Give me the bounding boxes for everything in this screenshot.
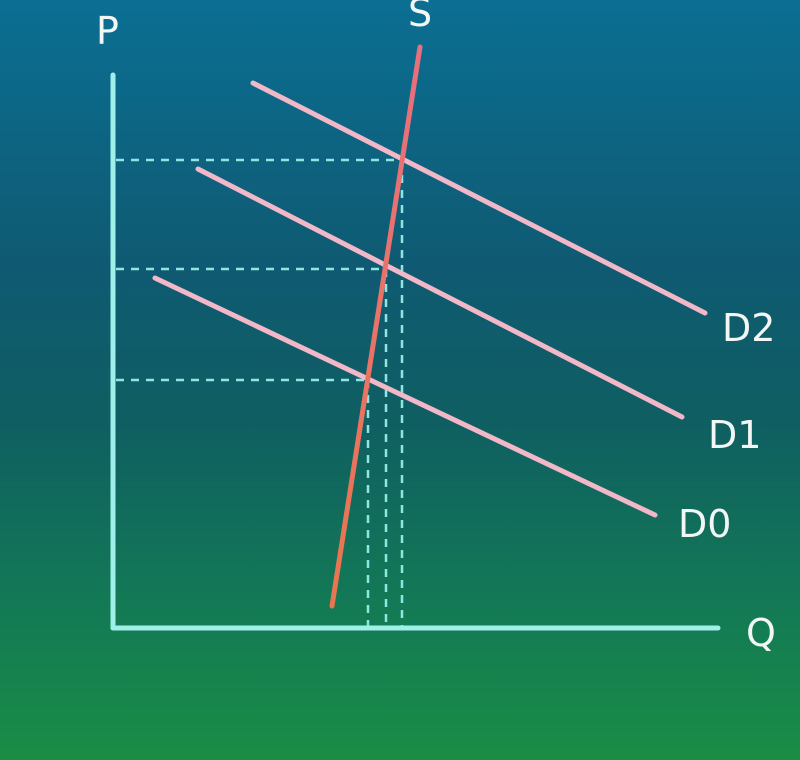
price-axis-label: P — [96, 9, 119, 53]
supply-label: S — [408, 0, 432, 35]
supply-curve — [329, 44, 423, 609]
demand-label-d1: D1 — [708, 413, 761, 457]
demand-curve-d2 — [250, 80, 708, 316]
demand-label-d2: D2 — [722, 306, 775, 350]
demand-label-d0: D0 — [678, 502, 731, 546]
equilibrium-guides — [116, 158, 404, 626]
demand-curve-d0 — [152, 275, 658, 518]
quantity-axis-label: Q — [746, 611, 776, 655]
demand-curve-d1 — [195, 166, 685, 420]
